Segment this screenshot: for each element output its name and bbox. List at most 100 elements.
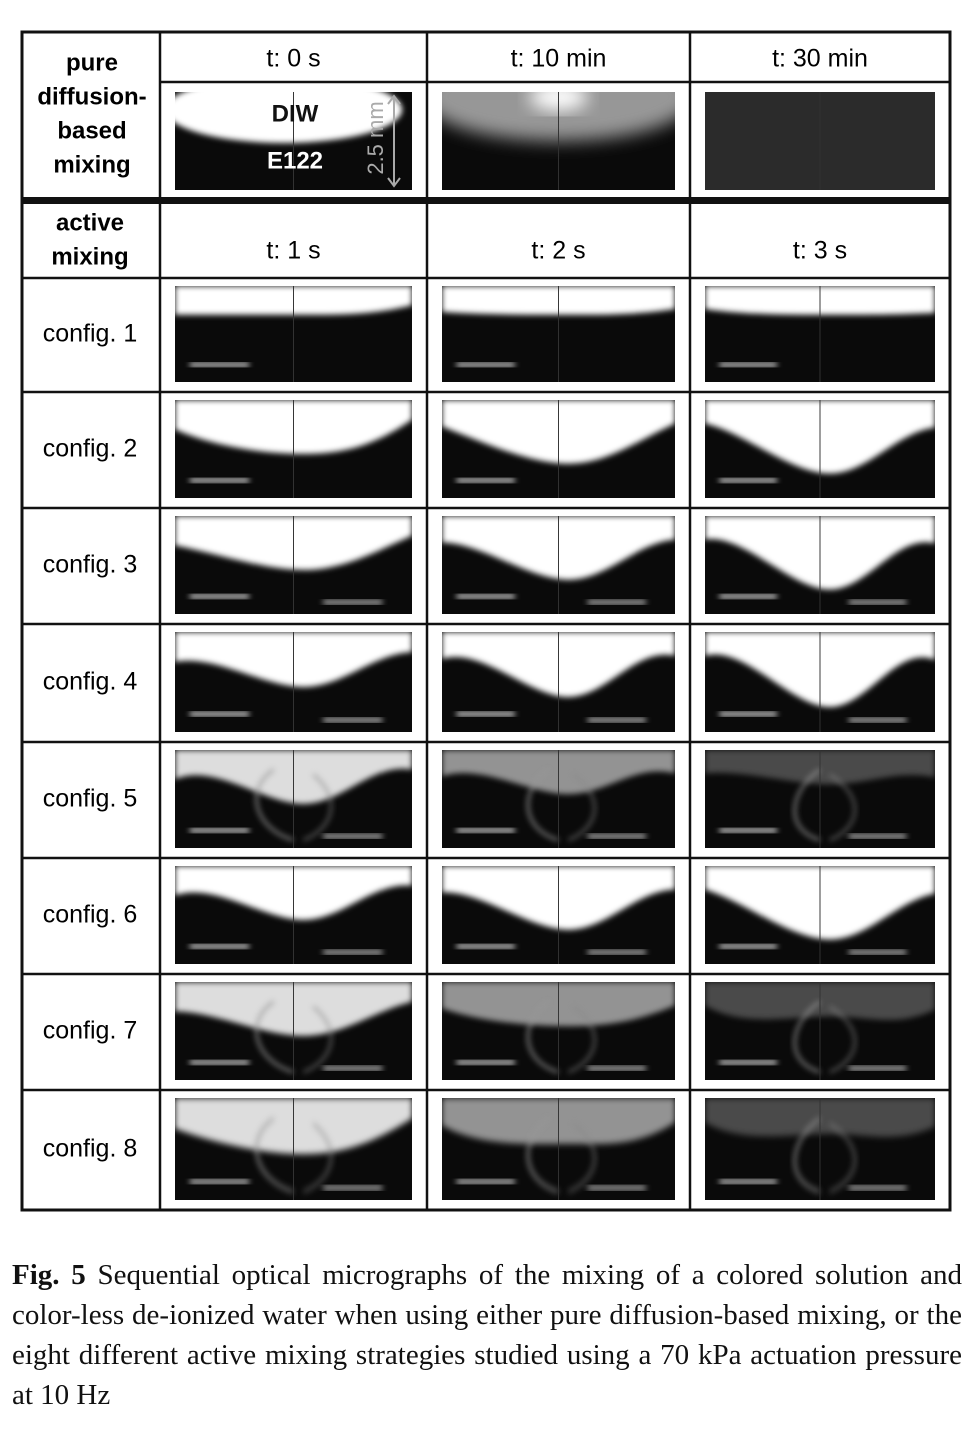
micrograph xyxy=(705,286,935,382)
streak xyxy=(719,478,777,483)
micrograph xyxy=(442,516,675,614)
micrograph xyxy=(705,750,935,848)
streak xyxy=(587,1066,646,1071)
swirl xyxy=(828,1005,857,1074)
row-label: diffusion- xyxy=(37,83,146,110)
micrograph xyxy=(705,92,935,190)
micrograph xyxy=(442,92,675,190)
micrograph xyxy=(705,632,935,732)
streak xyxy=(189,1179,250,1184)
swirl xyxy=(526,1117,559,1194)
swirl xyxy=(255,1000,294,1074)
micrograph xyxy=(442,750,675,848)
micrograph xyxy=(705,516,935,614)
streak xyxy=(189,362,250,367)
streak xyxy=(848,1185,907,1190)
time-label: t: 1 s xyxy=(266,237,320,265)
row-label: pure xyxy=(66,49,118,76)
time-label: t: 3 s xyxy=(793,237,847,265)
swirl xyxy=(526,768,559,842)
micrograph xyxy=(175,1098,412,1200)
config-label: config. 5 xyxy=(43,785,138,813)
streak xyxy=(719,712,777,716)
row-label: mixing xyxy=(51,243,128,270)
streak xyxy=(189,828,250,833)
row-label: active xyxy=(56,209,124,236)
streak xyxy=(587,718,646,722)
micrograph xyxy=(442,286,675,382)
time-label: t: 0 s xyxy=(266,45,320,73)
micrograph xyxy=(442,866,675,964)
time-label: t: 10 min xyxy=(511,45,607,73)
streak xyxy=(587,1185,646,1190)
micrograph xyxy=(175,400,412,498)
streak xyxy=(587,600,646,605)
micrograph xyxy=(442,982,675,1080)
table-border xyxy=(20,30,952,1212)
streak xyxy=(719,1179,777,1184)
streak xyxy=(323,1066,383,1071)
swirl xyxy=(255,768,294,842)
micrograph xyxy=(705,400,935,498)
streak xyxy=(323,600,383,605)
streak xyxy=(456,362,515,367)
micrograph xyxy=(175,750,412,848)
config-label: config. 3 xyxy=(43,551,138,579)
streak xyxy=(848,950,907,955)
row-label: based xyxy=(57,117,126,144)
streak xyxy=(323,834,383,839)
swirl xyxy=(567,773,597,842)
streak xyxy=(456,712,515,716)
micrograph xyxy=(442,632,675,732)
config-label: config. 8 xyxy=(43,1135,138,1163)
streak xyxy=(323,718,383,722)
streak xyxy=(719,828,777,833)
swirl xyxy=(828,773,857,842)
streak xyxy=(848,834,907,839)
streak xyxy=(323,950,383,955)
swirl xyxy=(302,1122,333,1194)
swirl xyxy=(526,1000,559,1074)
streak xyxy=(456,594,515,599)
micrograph xyxy=(175,982,412,1080)
streak xyxy=(189,712,250,716)
micrograph xyxy=(705,1098,935,1200)
config-label: config. 6 xyxy=(43,901,138,929)
streak xyxy=(456,478,515,483)
swirl xyxy=(567,1005,597,1074)
figure-table: t: 0 s t: 10 min t: 30 min DIW E122 2.5 mm pur… xyxy=(20,30,952,1212)
micrograph xyxy=(442,1098,675,1200)
time-label: t: 30 min xyxy=(772,45,868,73)
config-label: config. 2 xyxy=(43,435,138,463)
swirl xyxy=(302,1005,333,1074)
streak xyxy=(848,600,907,605)
streak xyxy=(456,1179,515,1184)
swirl xyxy=(567,1122,597,1194)
scale-arrow xyxy=(387,94,401,188)
annotation: E122 xyxy=(267,147,323,174)
section-divider xyxy=(22,197,950,204)
streak xyxy=(587,834,646,839)
streak xyxy=(719,944,777,949)
row-label: mixing xyxy=(53,151,130,178)
streak xyxy=(189,594,250,599)
micrograph xyxy=(175,632,412,732)
swirl xyxy=(255,1117,294,1194)
micrograph xyxy=(705,866,935,964)
streak xyxy=(456,828,515,833)
streak xyxy=(848,1066,907,1071)
annotation: DIW xyxy=(272,100,319,127)
streak xyxy=(189,944,250,949)
streak xyxy=(189,478,250,483)
swirl xyxy=(793,1117,821,1194)
streak xyxy=(719,1060,777,1065)
streak xyxy=(587,950,646,955)
swirl xyxy=(793,1000,821,1074)
swirl xyxy=(302,773,333,842)
swirl xyxy=(828,1122,857,1194)
scale-label: 2.5 mm xyxy=(363,101,388,174)
caption-label: Fig. 5 xyxy=(12,1259,86,1291)
streak xyxy=(848,718,907,722)
config-label: config. 4 xyxy=(43,668,138,696)
streak xyxy=(456,944,515,949)
